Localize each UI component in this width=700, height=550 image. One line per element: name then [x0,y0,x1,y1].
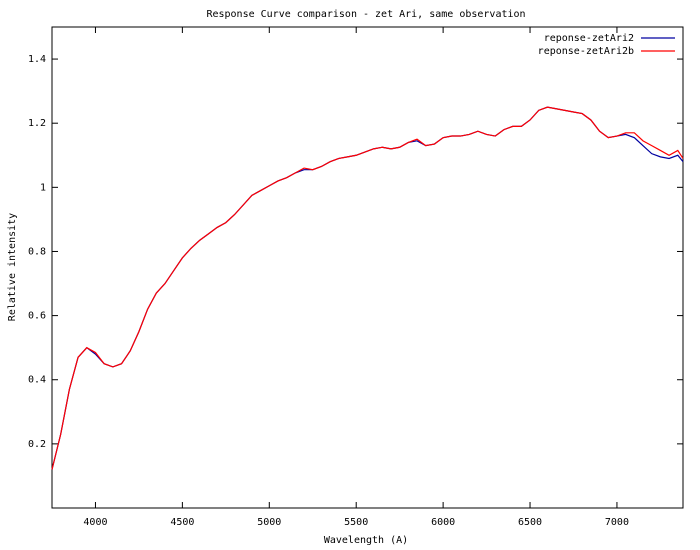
y-tick-label: 0.8 [28,246,46,257]
y-tick-label: 1 [40,182,46,193]
x-axis-label: Wavelength (A) [324,535,408,546]
x-tick-label: 4000 [83,517,107,528]
legend-label: reponse-zetAri2b [538,46,634,57]
chart-title: Response Curve comparison - zet Ari, sam… [206,9,525,20]
x-tick-label: 5000 [257,517,281,528]
x-tick-label: 7000 [605,517,629,528]
x-tick-label: 4500 [170,517,194,528]
legend-label: reponse-zetAri2 [544,33,634,44]
y-tick-label: 0.2 [28,439,46,450]
plot-frame [51,26,684,509]
y-axis-label: Relative intensity [7,213,18,321]
y-tick-label: 0.6 [28,311,46,322]
x-tick-label: 5500 [344,517,368,528]
x-tick-label: 6000 [431,517,455,528]
x-tick-label: 6500 [518,517,542,528]
data-line [51,106,684,470]
y-tick-label: 1.2 [28,118,46,129]
y-tick-label: 0.4 [28,375,46,386]
y-tick-label: 1.4 [28,54,46,65]
data-line [51,106,684,470]
